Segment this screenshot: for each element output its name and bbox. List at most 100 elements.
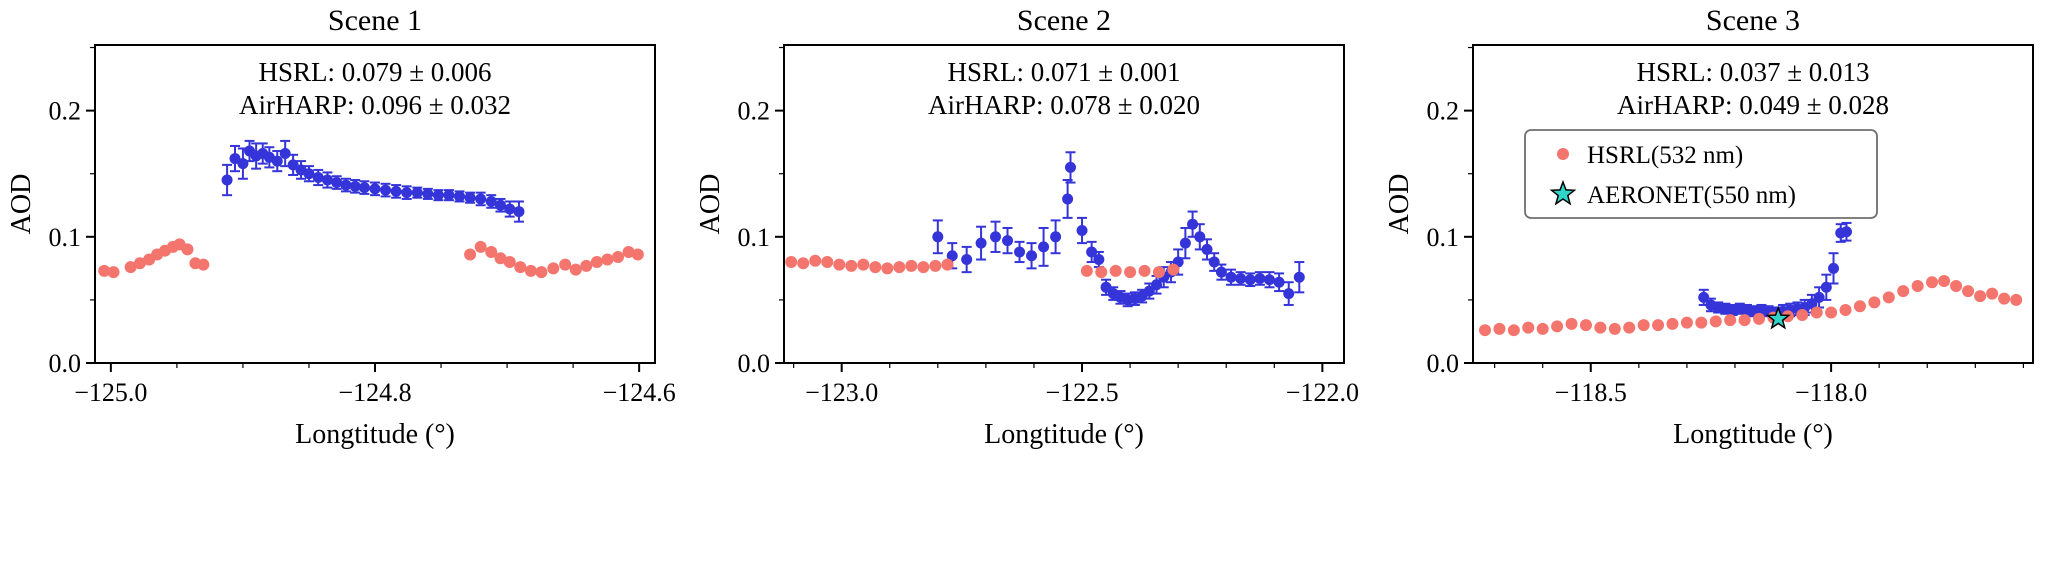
airharp-point xyxy=(1235,272,1247,284)
x-tick-label: −122.5 xyxy=(1045,378,1118,407)
y-tick-label: 0.2 xyxy=(1427,97,1460,126)
airharp-point xyxy=(1143,285,1155,297)
hsrl-point xyxy=(1138,264,1151,277)
airharp-point xyxy=(1208,256,1220,268)
hsrl-point xyxy=(631,248,644,261)
airharp-point xyxy=(1187,218,1199,230)
panel-title: Scene 3 xyxy=(1706,4,1800,37)
hsrl-point xyxy=(941,258,954,271)
airharp-point xyxy=(1050,231,1062,243)
hsrl-point xyxy=(601,253,614,266)
hsrl-point xyxy=(464,248,477,261)
airharp-point xyxy=(1086,246,1098,258)
scene-1-plot: −125.0 −124.8 −124.6 0.0 0.1 0.2 Scene 1 Longti… xyxy=(6,4,676,450)
hsrl-point xyxy=(98,264,111,277)
hsrl-point xyxy=(1962,285,1975,298)
hsrl-point xyxy=(1594,321,1607,334)
y-axis-label: AOD xyxy=(1384,174,1415,235)
airharp-point xyxy=(1806,298,1818,310)
x-tick-label: −118.5 xyxy=(1555,378,1627,407)
hsrl-point xyxy=(1124,266,1137,279)
hsrl-point xyxy=(1080,264,1093,277)
hsrl-point xyxy=(133,257,146,270)
hsrl-point xyxy=(494,252,507,265)
y-tick-label: 0.0 xyxy=(738,349,771,378)
y-tick-label: 0.1 xyxy=(49,223,82,252)
legend-hsrl-marker xyxy=(1557,148,1569,160)
hsrl-point xyxy=(590,256,603,269)
airharp-point xyxy=(349,180,361,192)
x-axis-label: Longtitude (°) xyxy=(1673,419,1833,450)
airharp-point xyxy=(1254,272,1266,284)
panel-title: Scene 2 xyxy=(1017,4,1111,37)
airharp-point xyxy=(475,193,487,205)
hsrl-point xyxy=(580,259,593,272)
y-axis-label: AOD xyxy=(695,174,726,235)
legend-aeronet-marker xyxy=(1549,179,1577,206)
annotation-line: HSRL: 0.037 ± 0.013 xyxy=(1636,57,1869,87)
hsrl-point xyxy=(1998,292,2011,305)
x-axis-label: Longtitude (°) xyxy=(295,419,455,450)
airharp-point xyxy=(1038,241,1050,253)
airharp-point xyxy=(1813,291,1825,303)
hsrl-point xyxy=(1897,285,1910,298)
hsrl-point xyxy=(1623,321,1636,334)
hsrl-point xyxy=(1911,280,1924,293)
hsrl-point xyxy=(1796,309,1809,322)
hsrl-point xyxy=(833,258,846,271)
hsrl-point xyxy=(197,258,210,271)
hsrl-point xyxy=(1974,290,1987,303)
hsrl-point xyxy=(821,256,834,269)
annotation-line: AirHARP: 0.096 ± 0.032 xyxy=(239,90,511,120)
airharp-point xyxy=(369,183,381,195)
airharp-point xyxy=(932,231,944,243)
airharp-point xyxy=(485,195,497,207)
scene-3-plot: −118.5 −118.0 0.0 0.1 0.2 Scene 3 Longtitude (… xyxy=(1384,4,2034,450)
airharp-point xyxy=(1026,250,1038,262)
airharp-point xyxy=(990,231,1002,243)
panel-title: Scene 1 xyxy=(328,4,422,37)
airharp-point xyxy=(1283,288,1295,300)
aeronet-star xyxy=(1765,305,1791,330)
hsrl-point xyxy=(622,245,635,258)
hsrl-point xyxy=(1493,322,1506,335)
hsrl-point xyxy=(1666,317,1679,330)
airharp-point xyxy=(422,188,434,200)
hsrl-point xyxy=(559,258,572,271)
hsrl-point xyxy=(1167,263,1180,276)
airharp-point xyxy=(358,182,370,194)
hsrl-point xyxy=(535,266,548,279)
airharp-point xyxy=(401,187,413,199)
legend-label: AERONET(550 nm) xyxy=(1587,182,1796,209)
airharp-point xyxy=(1194,231,1206,243)
hsrl-point xyxy=(1565,317,1578,330)
x-tick-label: −125.0 xyxy=(74,378,147,407)
airharp-point xyxy=(312,172,324,183)
hsrl-point xyxy=(1853,300,1866,313)
hsrl-point xyxy=(845,259,858,272)
airharp-point xyxy=(1100,281,1112,293)
airharp-point xyxy=(237,158,249,170)
hsrl-point xyxy=(893,261,906,274)
hsrl-point xyxy=(1926,276,1939,289)
legend-label: HSRL(532 nm) xyxy=(1587,142,1743,169)
hsrl-point xyxy=(107,266,120,279)
x-tick-label: −123.0 xyxy=(805,378,878,407)
axes-frame xyxy=(1472,44,2034,364)
airharp-point xyxy=(1273,276,1285,288)
airharp-point xyxy=(1064,161,1076,173)
airharp-point xyxy=(443,189,455,201)
hsrl-point xyxy=(1724,314,1737,327)
hsrl-point xyxy=(881,262,894,275)
airharp-point xyxy=(1263,274,1275,286)
x-tick-label: −118.0 xyxy=(1795,378,1867,407)
airharp-point xyxy=(1014,246,1026,258)
legend-box xyxy=(1524,129,1878,219)
airharp-point xyxy=(271,155,283,167)
annotation-line: HSRL: 0.071 ± 0.001 xyxy=(947,57,1180,87)
hsrl-point xyxy=(1753,312,1766,325)
airharp-point xyxy=(454,190,466,202)
airharp-point xyxy=(1201,243,1213,255)
airharp-point xyxy=(1820,281,1832,293)
hsrl-point xyxy=(1868,296,1881,309)
